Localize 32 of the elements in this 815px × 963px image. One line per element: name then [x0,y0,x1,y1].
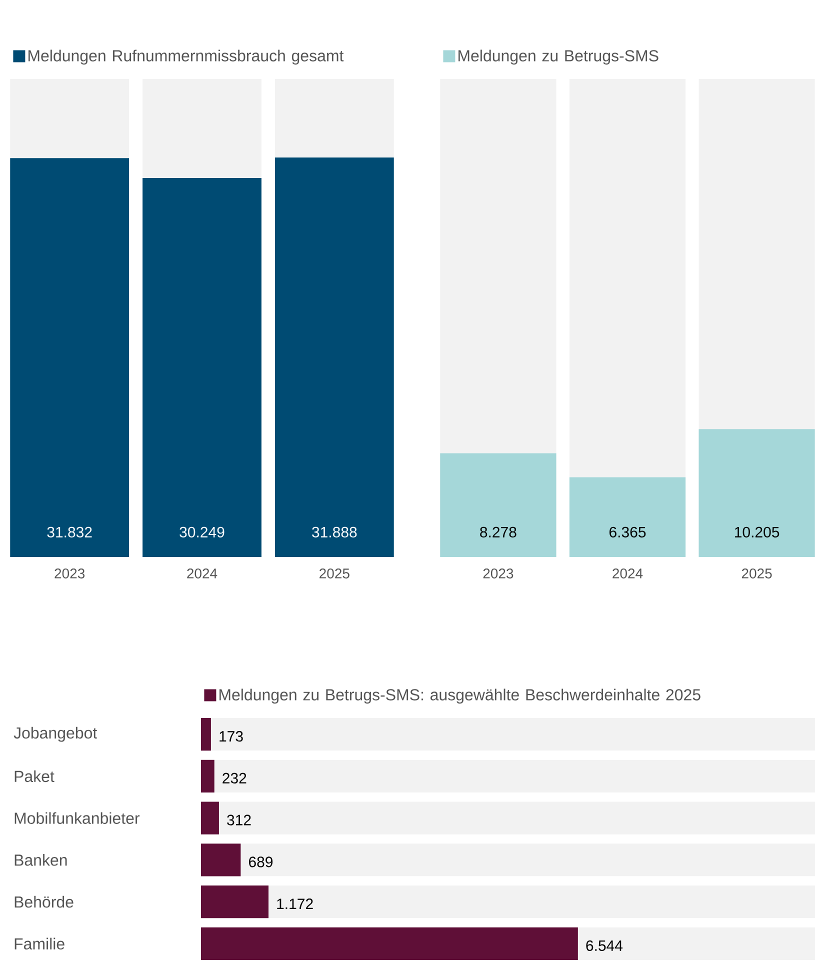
x-tick-label: 2025 [320,568,350,578]
data-label: 30.249 [180,526,224,538]
bar [201,802,219,834]
bar [201,760,214,793]
x-tick-label: 2025 [742,568,772,578]
data-label: 173 [220,731,243,742]
x-tick-label: 2024 [612,568,643,578]
y-tick-label: Jobangebot [14,726,98,742]
data-label: 1.172 [277,898,313,910]
data-label: 10.205 [735,526,780,538]
x-tick-label: 2024 [187,568,218,578]
data-label: 8.278 [480,526,516,538]
data-label: 31.888 [312,526,357,538]
legend-label: Meldungen Rufnummernmissbrauch gesamt [28,50,344,65]
x-tick-label: 2023 [483,568,514,578]
x-tick-label: 2023 [54,568,85,578]
y-tick-label: Mobilfunkanbieter [14,812,140,824]
y-tick-label: Paket [14,770,54,782]
bar [201,844,241,876]
data-label: 689 [248,856,273,868]
legend-label: Meldungen zu Betrugs-SMS: ausgewählte Beschwerdeinhalte 2025 [220,688,700,704]
bar [201,718,211,751]
data-label: 312 [227,814,251,826]
data-label: 6.544 [586,940,623,951]
legend-label: Meldungen zu Betrugs-SMS [458,50,658,65]
data-label: 232 [222,772,246,784]
bar [201,885,269,918]
data-label: 31.832 [47,526,92,538]
y-tick-label: Behörde [14,896,74,908]
data-label: 6.365 [610,526,646,538]
y-tick-label: Familie [14,938,64,950]
y-tick-label: Banken [14,854,67,866]
